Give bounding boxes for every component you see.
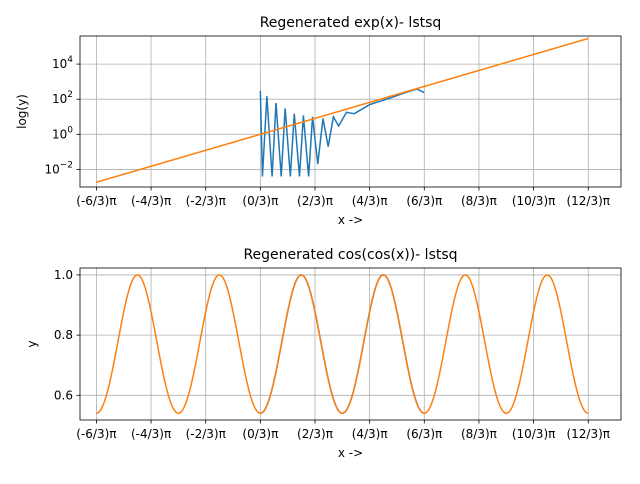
bottom-series (96, 274, 589, 415)
top-y-axis-label: log(y) (15, 94, 29, 129)
y-tick-label: 102 (52, 90, 73, 106)
x-tick-label: (0/3)π (242, 194, 278, 208)
top-chart-title: Regenerated exp(x)- lstsq (260, 15, 442, 31)
y-tick-label: 1.0 (54, 268, 73, 282)
series-line-1 (96, 274, 589, 415)
bottom-xticks: (-6/3)π (-4/3)π (-2/3)π (0/3)π (2/3)π (4/3)π (… (76, 420, 610, 441)
x-tick-label: (-6/3)π (76, 427, 116, 441)
y-tick-label: 10−2 (44, 160, 73, 176)
series-line-0 (259, 88, 425, 177)
x-tick-label: (4/3)π (352, 194, 388, 208)
x-tick-label: (-4/3)π (131, 427, 171, 441)
bottom-axes-frame (79, 267, 622, 421)
bottom-grid (80, 268, 621, 420)
bottom-chart-title: Regenerated cos(cos(x))- lstsq (243, 247, 457, 263)
x-tick-label: (8/3)π (461, 194, 497, 208)
x-tick-label: (-4/3)π (131, 194, 171, 208)
x-tick-label: (6/3)π (406, 427, 442, 441)
top-yticks: 10−2 100 102 104 (44, 55, 80, 176)
series-line-1 (96, 37, 589, 183)
top-axes-frame (79, 35, 622, 188)
bottom-subplot: (-6/3)π (-4/3)π (-2/3)π (0/3)π (2/3)π (4/3)π (… (25, 247, 622, 460)
y-tick-label: 0.8 (54, 328, 73, 342)
series-line-0 (260, 274, 425, 415)
x-tick-label: (0/3)π (242, 427, 278, 441)
top-xticks: (-6/3)π (-4/3)π (-2/3)π (0/3)π (2/3)π (4/3)π (… (76, 187, 610, 208)
top-grid (80, 36, 621, 187)
x-tick-label: (-2/3)π (186, 427, 226, 441)
top-subplot: (-6/3)π (-4/3)π (-2/3)π (0/3)π (2/3)π (4/3)π (… (15, 15, 622, 227)
x-tick-label: (12/3)π (566, 427, 610, 441)
y-tick-label: 104 (52, 55, 73, 71)
top-series (96, 37, 589, 183)
y-tick-label: 100 (52, 125, 73, 141)
x-tick-label: (2/3)π (297, 194, 333, 208)
bottom-x-axis-label: x -> (338, 446, 363, 460)
x-tick-label: (-6/3)π (76, 194, 116, 208)
x-tick-label: (10/3)π (512, 427, 556, 441)
y-tick-label: 0.6 (54, 388, 73, 402)
x-tick-label: (-2/3)π (186, 194, 226, 208)
x-tick-label: (10/3)π (512, 194, 556, 208)
bottom-y-axis-label: y (25, 340, 39, 347)
top-x-axis-label: x -> (338, 213, 363, 227)
bottom-yticks: 0.6 0.8 1.0 (54, 268, 80, 402)
x-tick-label: (8/3)π (461, 427, 497, 441)
x-tick-label: (2/3)π (297, 427, 333, 441)
x-tick-label: (6/3)π (406, 194, 442, 208)
x-tick-label: (12/3)π (566, 194, 610, 208)
x-tick-label: (4/3)π (352, 427, 388, 441)
